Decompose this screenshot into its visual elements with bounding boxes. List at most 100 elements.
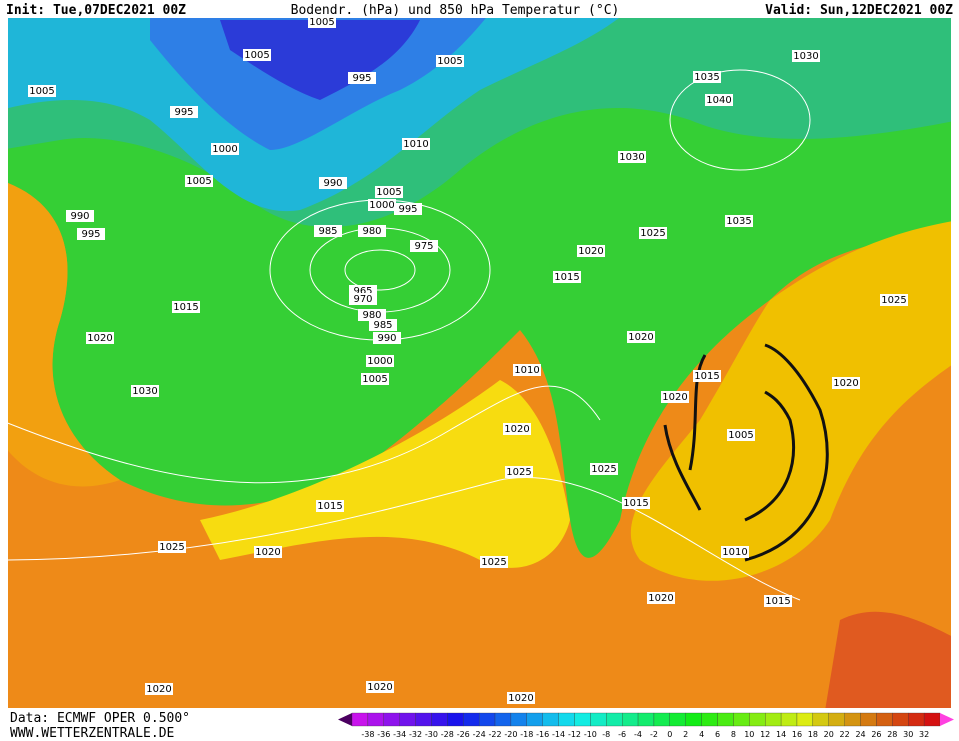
- label-box: [661, 391, 689, 403]
- label-box: [764, 595, 792, 607]
- label-box: [627, 331, 655, 343]
- label-box: [308, 16, 336, 28]
- isobar-label: 1020: [508, 693, 533, 704]
- colorbar-tick-label: 10: [744, 730, 754, 739]
- map-title: Bodendr. (hPa) und 850 hPa Temperatur (°…: [291, 3, 620, 18]
- colorbar-swatch: [463, 712, 480, 727]
- isobar: [344, 249, 416, 291]
- isobar-label: 990: [70, 211, 89, 222]
- isobar-label: 1030: [619, 152, 644, 163]
- valid-time: Valid: Sun,12DEC2021 00Z: [765, 3, 953, 18]
- colorbar-tick-label: -4: [634, 730, 642, 739]
- isobar: [669, 69, 811, 171]
- colorbar-swatch: [765, 712, 782, 727]
- colorbar-swatch: [606, 712, 623, 727]
- colorbar-tick-label: -32: [409, 730, 422, 739]
- label-box: [254, 546, 282, 558]
- label-box: [131, 385, 159, 397]
- data-source: Data: ECMWF OPER 0.500°: [10, 711, 190, 726]
- colorbar-tick-label: -30: [425, 730, 438, 739]
- label-box: [319, 177, 347, 189]
- colorbar-tick-label: -36: [377, 730, 390, 739]
- colorbar-swatch: [860, 712, 877, 727]
- colorbar-swatch: [351, 712, 369, 727]
- isobar-label: 1005: [29, 86, 54, 97]
- colorbar-tick-label: 26: [871, 730, 881, 739]
- colorbar-tick-label: 30: [903, 730, 913, 739]
- isobar-label: 1035: [694, 72, 719, 83]
- isobar-label: 1015: [765, 596, 790, 607]
- colorbar-swatch: [383, 712, 400, 727]
- colorbar-swatch: [828, 712, 845, 727]
- label-box: [358, 225, 386, 237]
- isobar-label: 1025: [506, 467, 531, 478]
- colorbar-tick-label: 0: [667, 730, 672, 739]
- colorbar-swatch: [415, 712, 432, 727]
- label-box: [832, 377, 860, 389]
- colorbar-swatch: [796, 712, 814, 727]
- label-box: [725, 215, 753, 227]
- isobar-label: 1025: [881, 295, 906, 306]
- label-box: [505, 466, 533, 478]
- colorbar-tick-label: 4: [699, 730, 704, 739]
- isobar-label: 1020: [833, 378, 858, 389]
- colorbar-tick-label: 20: [824, 730, 834, 739]
- label-box: [314, 225, 342, 237]
- isobar-label: 1015: [173, 302, 198, 313]
- isobar-label: 1005: [362, 374, 387, 385]
- label-box: [436, 55, 464, 67]
- label-box: [185, 175, 213, 187]
- colorbar-swatch: [812, 712, 829, 727]
- label-box: [348, 72, 376, 84]
- colorbar-swatch: [669, 712, 686, 727]
- label-box: [373, 332, 401, 344]
- colorbar-swatch: [622, 712, 639, 727]
- isobar-label: 1025: [640, 228, 665, 239]
- label-box: [77, 228, 105, 240]
- colorbar-tick-label: -10: [584, 730, 597, 739]
- label-box: [349, 293, 377, 305]
- isobar-label: 1010: [403, 139, 428, 150]
- isobar-label: 1025: [591, 464, 616, 475]
- label-box: [145, 683, 173, 695]
- colorbar-swatch: [923, 712, 941, 727]
- isobar-label: 1005: [437, 56, 462, 67]
- isobar-label: 1030: [793, 51, 818, 62]
- colorbar-swatch: [717, 712, 734, 727]
- colorbar-arrow-right: [940, 713, 954, 726]
- label-box: [792, 50, 820, 62]
- colorbar-tick-label: -6: [618, 730, 626, 739]
- colorbar-tick-label: -26: [457, 730, 470, 739]
- label-box: [693, 370, 721, 382]
- colorbar-tick-label: 12: [760, 730, 770, 739]
- isobar-label: 1020: [504, 424, 529, 435]
- colorbar-tick-label: -20: [504, 730, 517, 739]
- colorbar-tick-label: -12: [568, 730, 581, 739]
- website: WWW.WETTERZENTRALE.DE: [10, 726, 174, 741]
- label-box: [880, 294, 908, 306]
- colorbar-tick-label: 8: [731, 730, 736, 739]
- header-bar: [0, 0, 959, 18]
- colorbar-swatch: [701, 712, 718, 727]
- label-box: [480, 556, 508, 568]
- colorbar-swatch: [447, 712, 464, 727]
- colorbar-tick-label: -34: [393, 730, 406, 739]
- isobar-label: 980: [362, 310, 381, 321]
- isobar-label: 1005: [376, 187, 401, 198]
- isobar-label: 1020: [367, 682, 392, 693]
- label-box: [693, 71, 721, 83]
- colorbar-swatch: [542, 712, 559, 727]
- label-box: [158, 541, 186, 553]
- isobar-labels: 1005 1005 995 1005 1030 1035 1040 1005 995 1000 10…: [28, 16, 908, 704]
- isobar-label: 1015: [554, 272, 579, 283]
- label-box: [366, 681, 394, 693]
- isobar-label: 985: [373, 320, 392, 331]
- isobar-label: 1005: [309, 17, 334, 28]
- colorbar-tick-label: -18: [520, 730, 533, 739]
- red-southeast: [825, 611, 951, 708]
- label-box: [590, 463, 618, 475]
- label-box: [647, 592, 675, 604]
- isobar-label: 1020: [662, 392, 687, 403]
- colorbar-swatch: [876, 712, 893, 727]
